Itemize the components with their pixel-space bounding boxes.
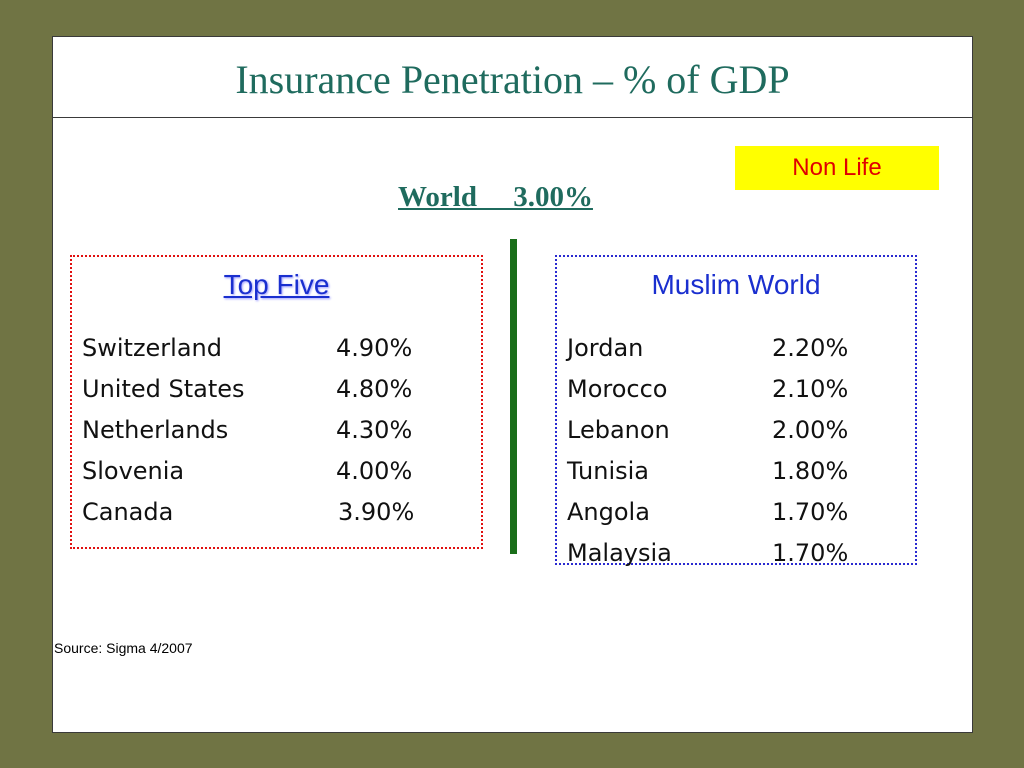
source-note: Source: Sigma 4/2007 (54, 640, 193, 656)
country-value: 2.20% (772, 334, 849, 362)
badge-label: Non Life (792, 154, 882, 181)
vertical-divider (510, 239, 517, 554)
country-name: Tunisia (567, 457, 649, 485)
country-name: Jordan (567, 334, 644, 362)
country-value: 4.00% (336, 457, 413, 485)
country-name: Lebanon (567, 416, 670, 444)
country-name: Netherlands (82, 416, 229, 444)
country-value: 3.90% (338, 498, 415, 526)
country-value: 1.70% (772, 498, 849, 526)
title-bar: Insurance Penetration – % of GDP (53, 37, 972, 118)
country-value: 4.80% (336, 375, 413, 403)
non-life-badge: Non Life (735, 146, 939, 190)
country-value: 4.90% (336, 334, 413, 362)
country-value: 2.10% (772, 375, 849, 403)
country-value: 1.80% (772, 457, 849, 485)
country-value: 4.30% (336, 416, 413, 444)
country-value: 2.00% (772, 416, 849, 444)
slide-title: Insurance Penetration – % of GDP (235, 56, 790, 102)
world-figure: World 3.00% (398, 181, 593, 213)
country-name: Malaysia (567, 539, 672, 567)
country-name: Canada (82, 498, 174, 526)
country-name: Switzerland (82, 334, 222, 362)
muslim-world-box: Muslim World Jordan 2.20% Morocco 2.10% … (555, 255, 917, 567)
top-five-box: Top Five Switzerland 4.90% United States… (70, 255, 483, 549)
slide: Insurance Penetration – % of GDP Non Lif… (52, 36, 973, 733)
country-value: 1.70% (772, 539, 849, 567)
country-name: Slovenia (82, 457, 185, 485)
country-name: Angola (567, 498, 650, 526)
top-five-title: Top Five (223, 269, 330, 300)
country-name: Morocco (567, 375, 668, 403)
country-name: United States (82, 375, 245, 403)
muslim-world-title: Muslim World (651, 269, 821, 300)
